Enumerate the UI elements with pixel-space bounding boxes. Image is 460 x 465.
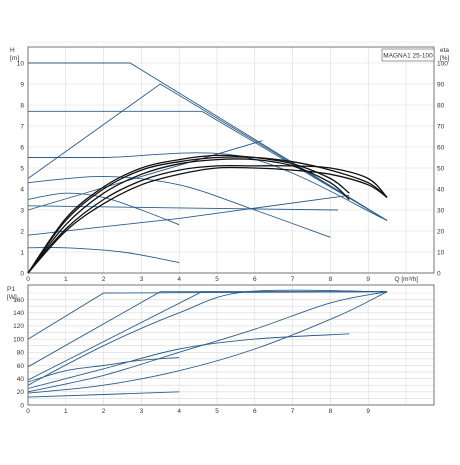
eta-y-tick-label: 30 bbox=[437, 207, 445, 214]
power-y-tick-label: 20 bbox=[17, 389, 25, 396]
title-box: MAGNA1 25-100 bbox=[381, 48, 435, 62]
power-y-tick-label: 60 bbox=[17, 363, 25, 370]
head-y-tick-label: 9 bbox=[20, 81, 24, 88]
power-curve-8 bbox=[27, 357, 180, 383]
head-y-tick-label: 2 bbox=[20, 228, 24, 235]
power-y-tick-label: 80 bbox=[17, 350, 25, 357]
head-x-tick-label: 3 bbox=[140, 276, 144, 283]
head-x-tick-label: 9 bbox=[366, 276, 370, 283]
head-y-tick-label: 0 bbox=[20, 270, 24, 277]
head-x-tick-label: 1 bbox=[64, 276, 68, 283]
head-y-tick-label: 5 bbox=[20, 165, 24, 172]
efficiency-curve-11 bbox=[27, 158, 350, 274]
head-x-tick-label: 8 bbox=[329, 276, 333, 283]
eta-y-axis-label: eta bbox=[440, 47, 449, 54]
power-x-tick-label: 6 bbox=[253, 408, 257, 415]
power-x-tick-label: 8 bbox=[329, 408, 333, 415]
head-y-axis-unit: [m] bbox=[10, 55, 19, 62]
power-curve-7 bbox=[27, 391, 180, 398]
power-curve-3 bbox=[27, 289, 388, 386]
head-curve-1 bbox=[27, 83, 388, 221]
head-x-tick-label: 7 bbox=[291, 276, 295, 283]
head-curve-0 bbox=[28, 62, 388, 221]
efficiency-curve-13 bbox=[27, 164, 388, 274]
head-y-tick-label: 7 bbox=[20, 123, 24, 130]
power-curve-5 bbox=[27, 291, 388, 394]
head-x-tick-label: 5 bbox=[215, 276, 219, 283]
efficiency-curve-14 bbox=[27, 154, 350, 274]
head-x-tick-label: 2 bbox=[102, 276, 106, 283]
head-curve-4 bbox=[27, 175, 331, 238]
eta-y-tick-label: 40 bbox=[437, 186, 445, 193]
power-y-tick-label: 0 bbox=[20, 402, 24, 409]
chart-title: MAGNA1 25-100 bbox=[383, 53, 433, 60]
power-x-tick-label: 4 bbox=[177, 408, 181, 415]
efficiency-curve-10 bbox=[27, 166, 388, 274]
text-layer: 0011223344556677889901234567891001020304… bbox=[7, 47, 450, 415]
series-layer bbox=[27, 62, 388, 398]
power-y-tick-label: 160 bbox=[13, 297, 24, 304]
head-curve-2 bbox=[28, 110, 388, 221]
power-y-tick-label: 100 bbox=[13, 336, 24, 343]
power-panel-frame bbox=[27, 284, 435, 406]
efficiency-curve-12 bbox=[27, 156, 388, 274]
power-y-tick-label: 140 bbox=[13, 310, 24, 317]
head-curve-9 bbox=[27, 140, 263, 211]
head-curve-3 bbox=[28, 152, 388, 221]
head-curve-8 bbox=[27, 192, 180, 226]
power-y-tick-label: 120 bbox=[13, 323, 24, 330]
power-x-tick-label: 2 bbox=[102, 408, 106, 415]
head-curve-6 bbox=[27, 194, 350, 236]
title-box-frame bbox=[381, 48, 435, 62]
eta-y-tick-label: 90 bbox=[437, 81, 445, 88]
power-x-tick-label: 3 bbox=[140, 408, 144, 415]
head-y-tick-label: 3 bbox=[20, 207, 24, 214]
eta-y-tick-label: 70 bbox=[437, 123, 445, 130]
head-y-tick-label: 4 bbox=[20, 186, 24, 193]
head-x-tick-label: 6 bbox=[253, 276, 257, 283]
power-curve-2 bbox=[27, 291, 388, 381]
frame-layer bbox=[27, 46, 435, 406]
head-y-tick-label: 1 bbox=[20, 249, 24, 256]
head-y-axis-label: H bbox=[10, 47, 15, 54]
eta-y-tick-label: 10 bbox=[437, 249, 445, 256]
power-y-axis-label: P1 bbox=[7, 286, 15, 293]
eta-y-tick-label: 100 bbox=[437, 60, 448, 67]
eta-y-tick-label: 60 bbox=[437, 144, 445, 151]
eta-y-tick-label: 20 bbox=[437, 228, 445, 235]
power-y-tick-label: 40 bbox=[17, 376, 25, 383]
eta-y-axis-unit: [%] bbox=[440, 55, 450, 62]
flow-x-axis-label: Q [m³/h] bbox=[395, 276, 419, 283]
head-panel-frame bbox=[27, 46, 435, 274]
power-x-tick-label: 5 bbox=[215, 408, 219, 415]
power-curve-4 bbox=[27, 291, 388, 393]
power-x-tick-label: 1 bbox=[64, 408, 68, 415]
power-y-axis-unit: [W] bbox=[7, 294, 17, 301]
power-x-tick-label: 9 bbox=[366, 408, 370, 415]
eta-y-tick-label: 80 bbox=[437, 102, 445, 109]
head-curve-7 bbox=[27, 247, 180, 263]
eta-y-tick-label: 0 bbox=[437, 270, 441, 277]
head-y-tick-label: 6 bbox=[20, 144, 24, 151]
eta-y-tick-label: 50 bbox=[437, 165, 445, 172]
head-y-tick-label: 8 bbox=[20, 102, 24, 109]
power-x-tick-label: 7 bbox=[291, 408, 295, 415]
head-x-tick-label: 0 bbox=[26, 276, 30, 283]
power-curve-6 bbox=[27, 333, 350, 389]
power-x-tick-label: 0 bbox=[26, 408, 30, 415]
head-y-tick-label: 10 bbox=[17, 60, 25, 67]
head-x-tick-label: 4 bbox=[177, 276, 181, 283]
